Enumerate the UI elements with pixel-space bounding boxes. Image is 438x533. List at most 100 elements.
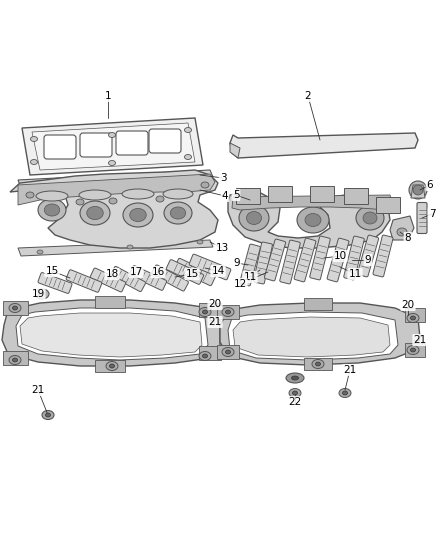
Polygon shape <box>376 197 400 213</box>
Polygon shape <box>199 346 221 360</box>
Ellipse shape <box>339 389 351 398</box>
FancyBboxPatch shape <box>116 131 148 155</box>
Ellipse shape <box>312 359 324 368</box>
Text: 11: 11 <box>244 272 257 282</box>
FancyBboxPatch shape <box>344 236 364 280</box>
Ellipse shape <box>409 181 427 199</box>
Ellipse shape <box>410 316 416 320</box>
FancyBboxPatch shape <box>189 254 231 280</box>
Text: 18: 18 <box>106 269 119 279</box>
Polygon shape <box>18 170 213 188</box>
Ellipse shape <box>79 190 111 200</box>
Ellipse shape <box>46 413 50 417</box>
Text: 2: 2 <box>305 91 311 101</box>
FancyBboxPatch shape <box>174 259 215 286</box>
Text: 20: 20 <box>208 299 222 309</box>
FancyBboxPatch shape <box>152 265 188 291</box>
Ellipse shape <box>110 364 114 368</box>
Ellipse shape <box>13 306 18 310</box>
Ellipse shape <box>87 206 103 220</box>
Ellipse shape <box>199 351 211 360</box>
Text: 8: 8 <box>405 233 411 243</box>
Ellipse shape <box>130 208 146 222</box>
Polygon shape <box>390 216 414 240</box>
Ellipse shape <box>413 185 423 195</box>
Text: 9: 9 <box>365 255 371 265</box>
Ellipse shape <box>363 212 377 224</box>
FancyBboxPatch shape <box>240 244 260 286</box>
Ellipse shape <box>315 362 321 366</box>
Ellipse shape <box>122 189 154 199</box>
Ellipse shape <box>9 303 21 312</box>
Ellipse shape <box>199 308 211 317</box>
Ellipse shape <box>297 207 329 233</box>
Ellipse shape <box>343 391 347 395</box>
FancyBboxPatch shape <box>294 238 316 282</box>
FancyBboxPatch shape <box>310 236 330 280</box>
FancyBboxPatch shape <box>80 133 112 157</box>
Text: 20: 20 <box>402 300 414 310</box>
Ellipse shape <box>13 358 18 362</box>
Text: 19: 19 <box>32 289 45 299</box>
Ellipse shape <box>109 133 116 138</box>
FancyBboxPatch shape <box>265 239 286 281</box>
Polygon shape <box>217 305 239 319</box>
FancyBboxPatch shape <box>110 266 145 292</box>
Ellipse shape <box>305 214 321 227</box>
Ellipse shape <box>37 181 43 185</box>
Text: 13: 13 <box>215 243 229 253</box>
Ellipse shape <box>247 212 261 224</box>
Ellipse shape <box>106 361 118 370</box>
FancyBboxPatch shape <box>66 270 102 292</box>
Polygon shape <box>3 351 28 365</box>
Ellipse shape <box>201 182 209 188</box>
Polygon shape <box>220 303 420 365</box>
Ellipse shape <box>226 350 230 354</box>
Ellipse shape <box>35 289 49 299</box>
Text: 21: 21 <box>343 365 357 375</box>
FancyBboxPatch shape <box>90 268 126 292</box>
Ellipse shape <box>222 348 234 357</box>
FancyBboxPatch shape <box>149 129 181 153</box>
Text: 15: 15 <box>185 269 198 279</box>
Polygon shape <box>228 190 390 248</box>
Polygon shape <box>22 118 203 175</box>
Ellipse shape <box>31 136 38 141</box>
Ellipse shape <box>222 308 234 317</box>
Ellipse shape <box>407 313 419 322</box>
Ellipse shape <box>170 207 186 219</box>
Polygon shape <box>18 240 213 256</box>
Ellipse shape <box>239 205 269 231</box>
Polygon shape <box>232 195 393 210</box>
Text: 12: 12 <box>233 279 247 289</box>
Ellipse shape <box>356 206 384 230</box>
FancyBboxPatch shape <box>254 242 272 284</box>
Text: 22: 22 <box>288 397 302 407</box>
Ellipse shape <box>184 127 191 133</box>
FancyBboxPatch shape <box>280 240 300 284</box>
FancyBboxPatch shape <box>373 235 393 277</box>
Polygon shape <box>16 308 208 360</box>
FancyBboxPatch shape <box>166 260 204 285</box>
Polygon shape <box>230 133 418 158</box>
Text: 4: 4 <box>222 191 228 201</box>
Text: 5: 5 <box>233 190 239 200</box>
FancyBboxPatch shape <box>38 272 72 294</box>
Ellipse shape <box>76 199 84 205</box>
Polygon shape <box>20 313 202 357</box>
Polygon shape <box>3 301 28 315</box>
Ellipse shape <box>197 172 203 176</box>
Text: 21: 21 <box>32 385 45 395</box>
Ellipse shape <box>397 228 407 236</box>
Polygon shape <box>18 174 215 205</box>
Ellipse shape <box>202 310 208 314</box>
Text: 14: 14 <box>212 266 225 276</box>
Polygon shape <box>405 343 425 357</box>
Polygon shape <box>2 300 220 366</box>
Ellipse shape <box>407 345 419 354</box>
Ellipse shape <box>36 191 68 201</box>
Ellipse shape <box>163 189 193 199</box>
Polygon shape <box>199 303 221 317</box>
Polygon shape <box>228 312 398 360</box>
Ellipse shape <box>80 201 110 225</box>
